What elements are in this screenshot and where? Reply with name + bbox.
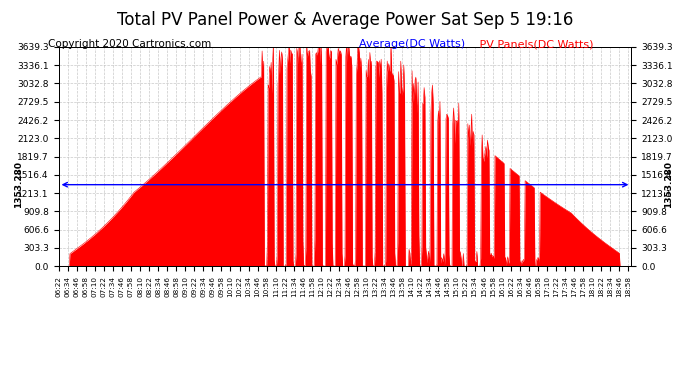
Text: Average(DC Watts): Average(DC Watts)	[359, 39, 465, 50]
Text: Total PV Panel Power & Average Power Sat Sep 5 19:16: Total PV Panel Power & Average Power Sat…	[117, 11, 573, 29]
Text: PV Panels(DC Watts): PV Panels(DC Watts)	[476, 39, 593, 50]
Text: 1353.280: 1353.280	[14, 161, 23, 208]
Text: Copyright 2020 Cartronics.com: Copyright 2020 Cartronics.com	[48, 39, 212, 50]
Text: 1353.280: 1353.280	[664, 161, 673, 208]
